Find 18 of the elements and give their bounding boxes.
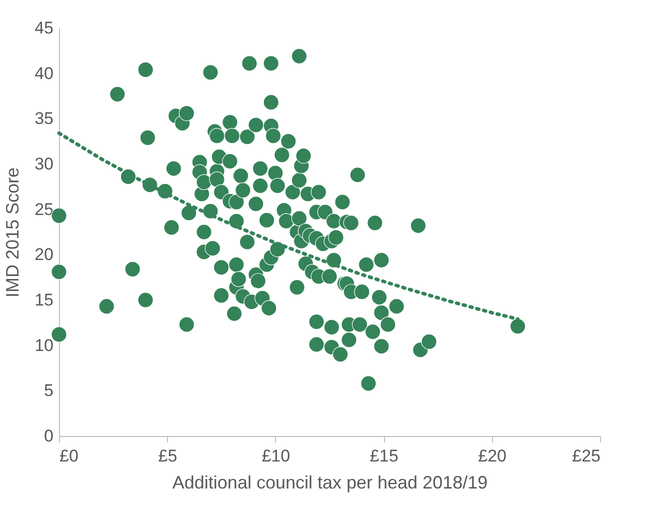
y-axis-title: IMD 2015 Score xyxy=(2,167,23,298)
x-tick-label: £0 xyxy=(60,446,78,466)
y-tick-label: 5 xyxy=(44,381,54,400)
y-tick-label: 20 xyxy=(34,245,54,264)
x-tick-label: £10 xyxy=(262,446,290,466)
y-tick-label: 30 xyxy=(34,154,54,174)
y-tick-label: 40 xyxy=(34,64,54,83)
x-tick-label: £5 xyxy=(158,446,178,466)
y-tick-label: 0 xyxy=(44,426,54,446)
y-tick-label: 35 xyxy=(34,109,54,128)
y-tick-label: 45 xyxy=(34,18,54,38)
x-tick-label: £15 xyxy=(370,446,398,466)
y-tick-label: 10 xyxy=(34,336,54,355)
x-axis-title: Additional council tax per head 2018/19 xyxy=(172,472,488,492)
x-tick-label: £20 xyxy=(478,446,506,466)
x-tick-label: £25 xyxy=(572,446,600,466)
y-tick-label: 25 xyxy=(34,200,54,219)
y-tick-label: 15 xyxy=(34,290,54,310)
